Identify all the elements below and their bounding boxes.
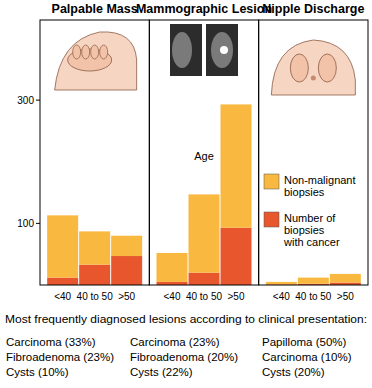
finger	[82, 45, 90, 59]
footer-item: Cysts (20%)	[262, 366, 325, 378]
footer-item: Papilloma (50%)	[262, 336, 347, 348]
footer-item: Fibroadenoma (23%)	[6, 351, 114, 363]
skin	[271, 40, 355, 95]
bar	[330, 274, 361, 283]
hand	[318, 54, 336, 82]
panel-icon	[170, 24, 238, 76]
category-label: >50	[228, 291, 245, 302]
finger	[100, 45, 108, 59]
legend-line: biopsies	[284, 186, 325, 198]
legend-line: biopsies	[284, 224, 325, 236]
category-label: <40	[54, 291, 71, 302]
legend-swatch	[264, 174, 279, 189]
panel-icon	[271, 40, 355, 95]
footer-heading: Most frequently diagnosed lesions accord…	[5, 313, 367, 325]
tissue	[211, 32, 233, 68]
finger	[91, 45, 99, 59]
bar	[47, 215, 78, 277]
axis-label: Age	[194, 150, 214, 162]
panel-frame	[40, 20, 149, 285]
bar	[111, 256, 142, 285]
lesion	[220, 46, 228, 54]
mammogram	[206, 24, 238, 76]
bar	[221, 228, 252, 285]
legend-label: Non-malignantbiopsies	[284, 174, 356, 198]
legend-line: Non-malignant	[284, 174, 356, 186]
footer-item: Cysts (22%)	[130, 366, 193, 378]
panel-title: Palpable Mass	[52, 2, 138, 16]
bars	[47, 104, 361, 285]
category-label: >50	[337, 291, 354, 302]
figure: Palpable Mass <40 40 to 50 >50 100 300 Mammogr…	[0, 0, 372, 388]
legend-line: with cancer	[283, 236, 340, 248]
category-label: 40 to 50	[295, 291, 332, 302]
tissue	[172, 32, 192, 68]
legend-swatch	[264, 212, 279, 227]
tick-label: 100	[17, 218, 34, 229]
category-label: 40 to 50	[186, 291, 223, 302]
panel-icon	[55, 32, 137, 90]
panel-title: Nipple Discharge	[262, 2, 364, 16]
tick-label: 300	[17, 95, 34, 106]
legend-label: Number ofbiopsieswith cancer	[283, 212, 340, 248]
bar	[189, 273, 220, 285]
bar	[47, 278, 78, 285]
bar	[298, 278, 329, 284]
legend-line: Number of	[284, 212, 336, 224]
panel-frame	[149, 20, 258, 285]
skin	[55, 32, 137, 90]
nipple	[311, 76, 316, 81]
panel-frame	[259, 20, 368, 285]
bar	[189, 194, 220, 272]
mammogram	[170, 24, 202, 76]
bar	[221, 104, 252, 227]
footer-item: Carcinoma (33%)	[6, 336, 96, 348]
bar	[79, 265, 110, 285]
footer-item: Carcinoma (10%)	[262, 351, 352, 363]
tick	[36, 223, 40, 224]
bar	[111, 236, 142, 256]
bar	[157, 253, 188, 282]
bar	[266, 282, 297, 284]
category-label: >50	[118, 291, 135, 302]
legend: Non-malignantbiopsiesNumber ofbiopsieswi…	[264, 174, 356, 248]
footer-item: Cysts (10%)	[6, 366, 69, 378]
tick	[36, 100, 40, 101]
finger	[73, 45, 81, 59]
category-label: <40	[164, 291, 181, 302]
footer-item: Fibroadenoma (20%)	[130, 351, 238, 363]
bar	[79, 231, 110, 264]
footer-item: Carcinoma (23%)	[130, 336, 220, 348]
hand	[290, 54, 308, 82]
panel-title: Mammographic Lesion	[136, 2, 272, 16]
category-label: 40 to 50	[77, 291, 114, 302]
category-label: <40	[273, 291, 290, 302]
